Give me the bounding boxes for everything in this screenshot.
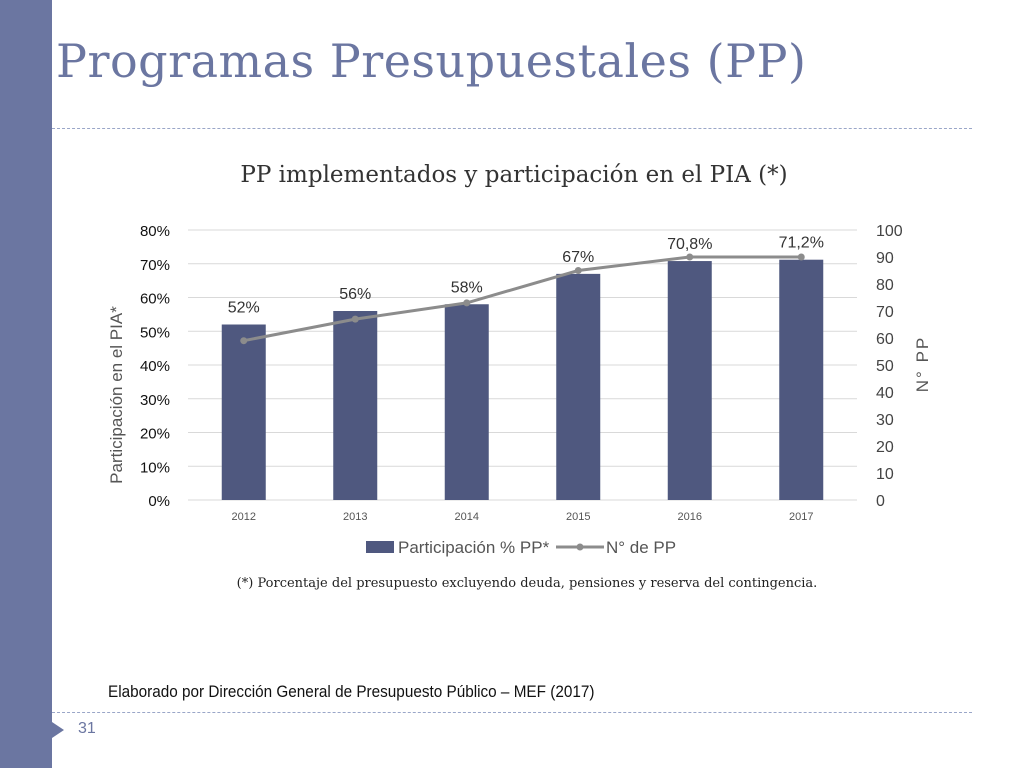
right-axis-tick-label: 30 — [876, 412, 894, 429]
bar-data-label: 58% — [451, 279, 483, 296]
bar-data-label: 52% — [228, 300, 260, 317]
line-point — [463, 299, 471, 307]
slide-title: Programas Presupuestales (PP) — [56, 34, 807, 88]
legend-line-label: N° de PP — [606, 538, 676, 557]
line-point — [797, 253, 805, 261]
legend-bar-swatch — [366, 541, 394, 553]
left-axis-tick-label: 30% — [140, 392, 170, 409]
right-axis-tick-label: 80 — [876, 277, 894, 294]
bar-data-label: 70,8% — [667, 236, 712, 253]
bar — [667, 261, 712, 500]
line-point — [351, 315, 359, 323]
left-axis-tick-label: 50% — [140, 324, 170, 341]
source-credit: Elaborado por Dirección General de Presu… — [108, 682, 595, 701]
x-axis-tick-label: 2013 — [343, 511, 367, 523]
right-axis-tick-label: 40 — [876, 385, 894, 402]
bar-data-label: 71,2% — [779, 235, 824, 252]
line-series — [243, 255, 802, 343]
line-point — [574, 267, 582, 274]
bar — [221, 324, 266, 500]
line-point — [240, 337, 248, 345]
legend-line-marker — [576, 543, 584, 551]
left-axis-tick-label: 20% — [140, 426, 170, 443]
x-axis-tick-label: 2017 — [789, 511, 813, 523]
left-axis-tick-label: 40% — [140, 358, 170, 375]
right-axis-tick-label: 90 — [876, 250, 894, 267]
x-axis-tick-label: 2014 — [455, 511, 479, 523]
page-number: 31 — [78, 720, 96, 737]
right-axis-tick-label: 10 — [876, 466, 894, 483]
footer-divider — [52, 712, 972, 713]
bar — [444, 304, 489, 500]
left-axis-tick-label: 0% — [148, 493, 170, 510]
left-axis-tick-label: 10% — [140, 459, 170, 476]
chart-title: PP implementados y participación en el P… — [240, 162, 787, 188]
right-axis-tick-label: 0 — [876, 493, 885, 510]
right-axis-tick-label: 20 — [876, 439, 894, 456]
bar-data-label: 56% — [339, 286, 371, 303]
left-axis-title: Participación en el PIA* — [107, 306, 126, 484]
left-axis-tick-label: 80% — [140, 223, 170, 240]
bar — [333, 311, 378, 500]
right-axis-tick-label: 100 — [876, 223, 903, 240]
left-axis-tick-label: 60% — [140, 291, 170, 308]
sidebar-accent-bar — [0, 0, 52, 768]
legend-bar-label: Participación % PP* — [398, 538, 550, 557]
title-divider — [52, 128, 972, 129]
chart-footnote: (*) Porcentaje del presupuesto excluyend… — [236, 576, 818, 591]
right-axis-title: N° PP — [913, 336, 932, 392]
line-point — [686, 253, 694, 261]
right-axis-tick-label: 60 — [876, 331, 894, 348]
x-axis-tick-label: 2015 — [566, 511, 590, 523]
x-axis-tick-label: 2016 — [678, 511, 702, 523]
bar-data-label: 67% — [562, 249, 594, 266]
left-axis-tick-label: 70% — [140, 257, 170, 274]
arrow-bullet-icon — [52, 722, 64, 738]
bar — [779, 259, 824, 500]
right-axis-tick-label: 70 — [876, 304, 894, 321]
right-axis-tick-label: 50 — [876, 358, 894, 375]
bar — [556, 273, 601, 500]
x-axis-tick-label: 2012 — [232, 511, 256, 523]
